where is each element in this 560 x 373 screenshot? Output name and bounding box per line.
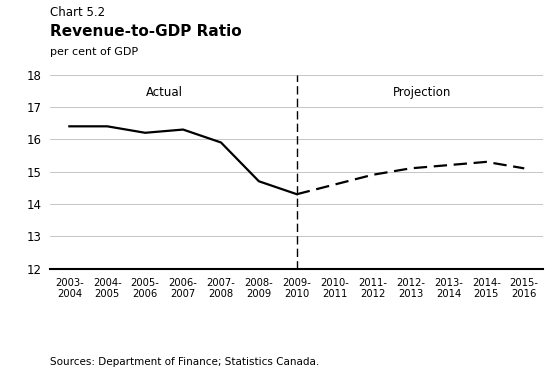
- Text: Chart 5.2: Chart 5.2: [50, 6, 105, 19]
- Text: Projection: Projection: [393, 86, 451, 99]
- Text: per cent of GDP: per cent of GDP: [50, 47, 138, 57]
- Text: Revenue-to-GDP Ratio: Revenue-to-GDP Ratio: [50, 24, 242, 39]
- Text: Sources: Department of Finance; Statistics Canada.: Sources: Department of Finance; Statisti…: [50, 357, 320, 367]
- Text: Actual: Actual: [146, 86, 183, 99]
